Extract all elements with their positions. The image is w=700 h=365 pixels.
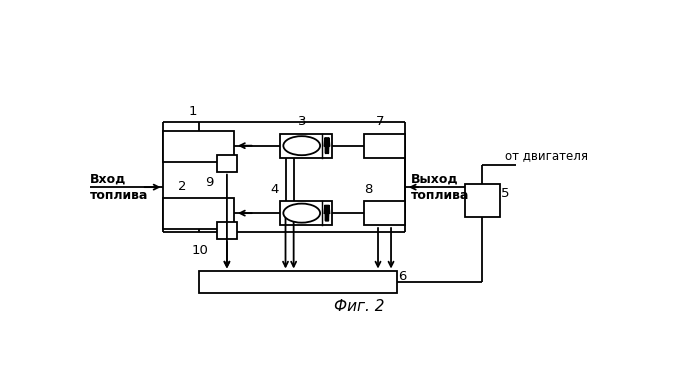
Bar [216,155,237,172]
Bar [465,184,500,217]
Text: топлива: топлива [412,189,470,201]
Bar [163,131,234,162]
Text: 10: 10 [192,244,209,257]
Bar [163,198,234,229]
Text: 1: 1 [189,105,197,118]
Text: 4: 4 [270,182,279,196]
Text: топлива: топлива [90,189,148,201]
Text: 5: 5 [501,187,510,200]
Bar [364,134,405,158]
Text: 7: 7 [376,115,385,128]
Text: 6: 6 [398,270,406,283]
Bar [364,201,405,225]
Bar [280,134,332,158]
Circle shape [284,136,320,155]
Text: Выход: Выход [412,173,459,186]
Text: 8: 8 [364,182,372,196]
Text: 3: 3 [298,115,306,128]
Text: от двигателя: от двигателя [505,149,588,162]
Text: 2: 2 [178,180,187,193]
Text: 9: 9 [205,176,214,189]
Text: Вход: Вход [90,173,127,186]
Bar [280,201,332,225]
Bar [199,272,397,292]
Text: Фиг. 2: Фиг. 2 [333,299,384,314]
Circle shape [284,204,320,223]
Bar [216,222,237,239]
